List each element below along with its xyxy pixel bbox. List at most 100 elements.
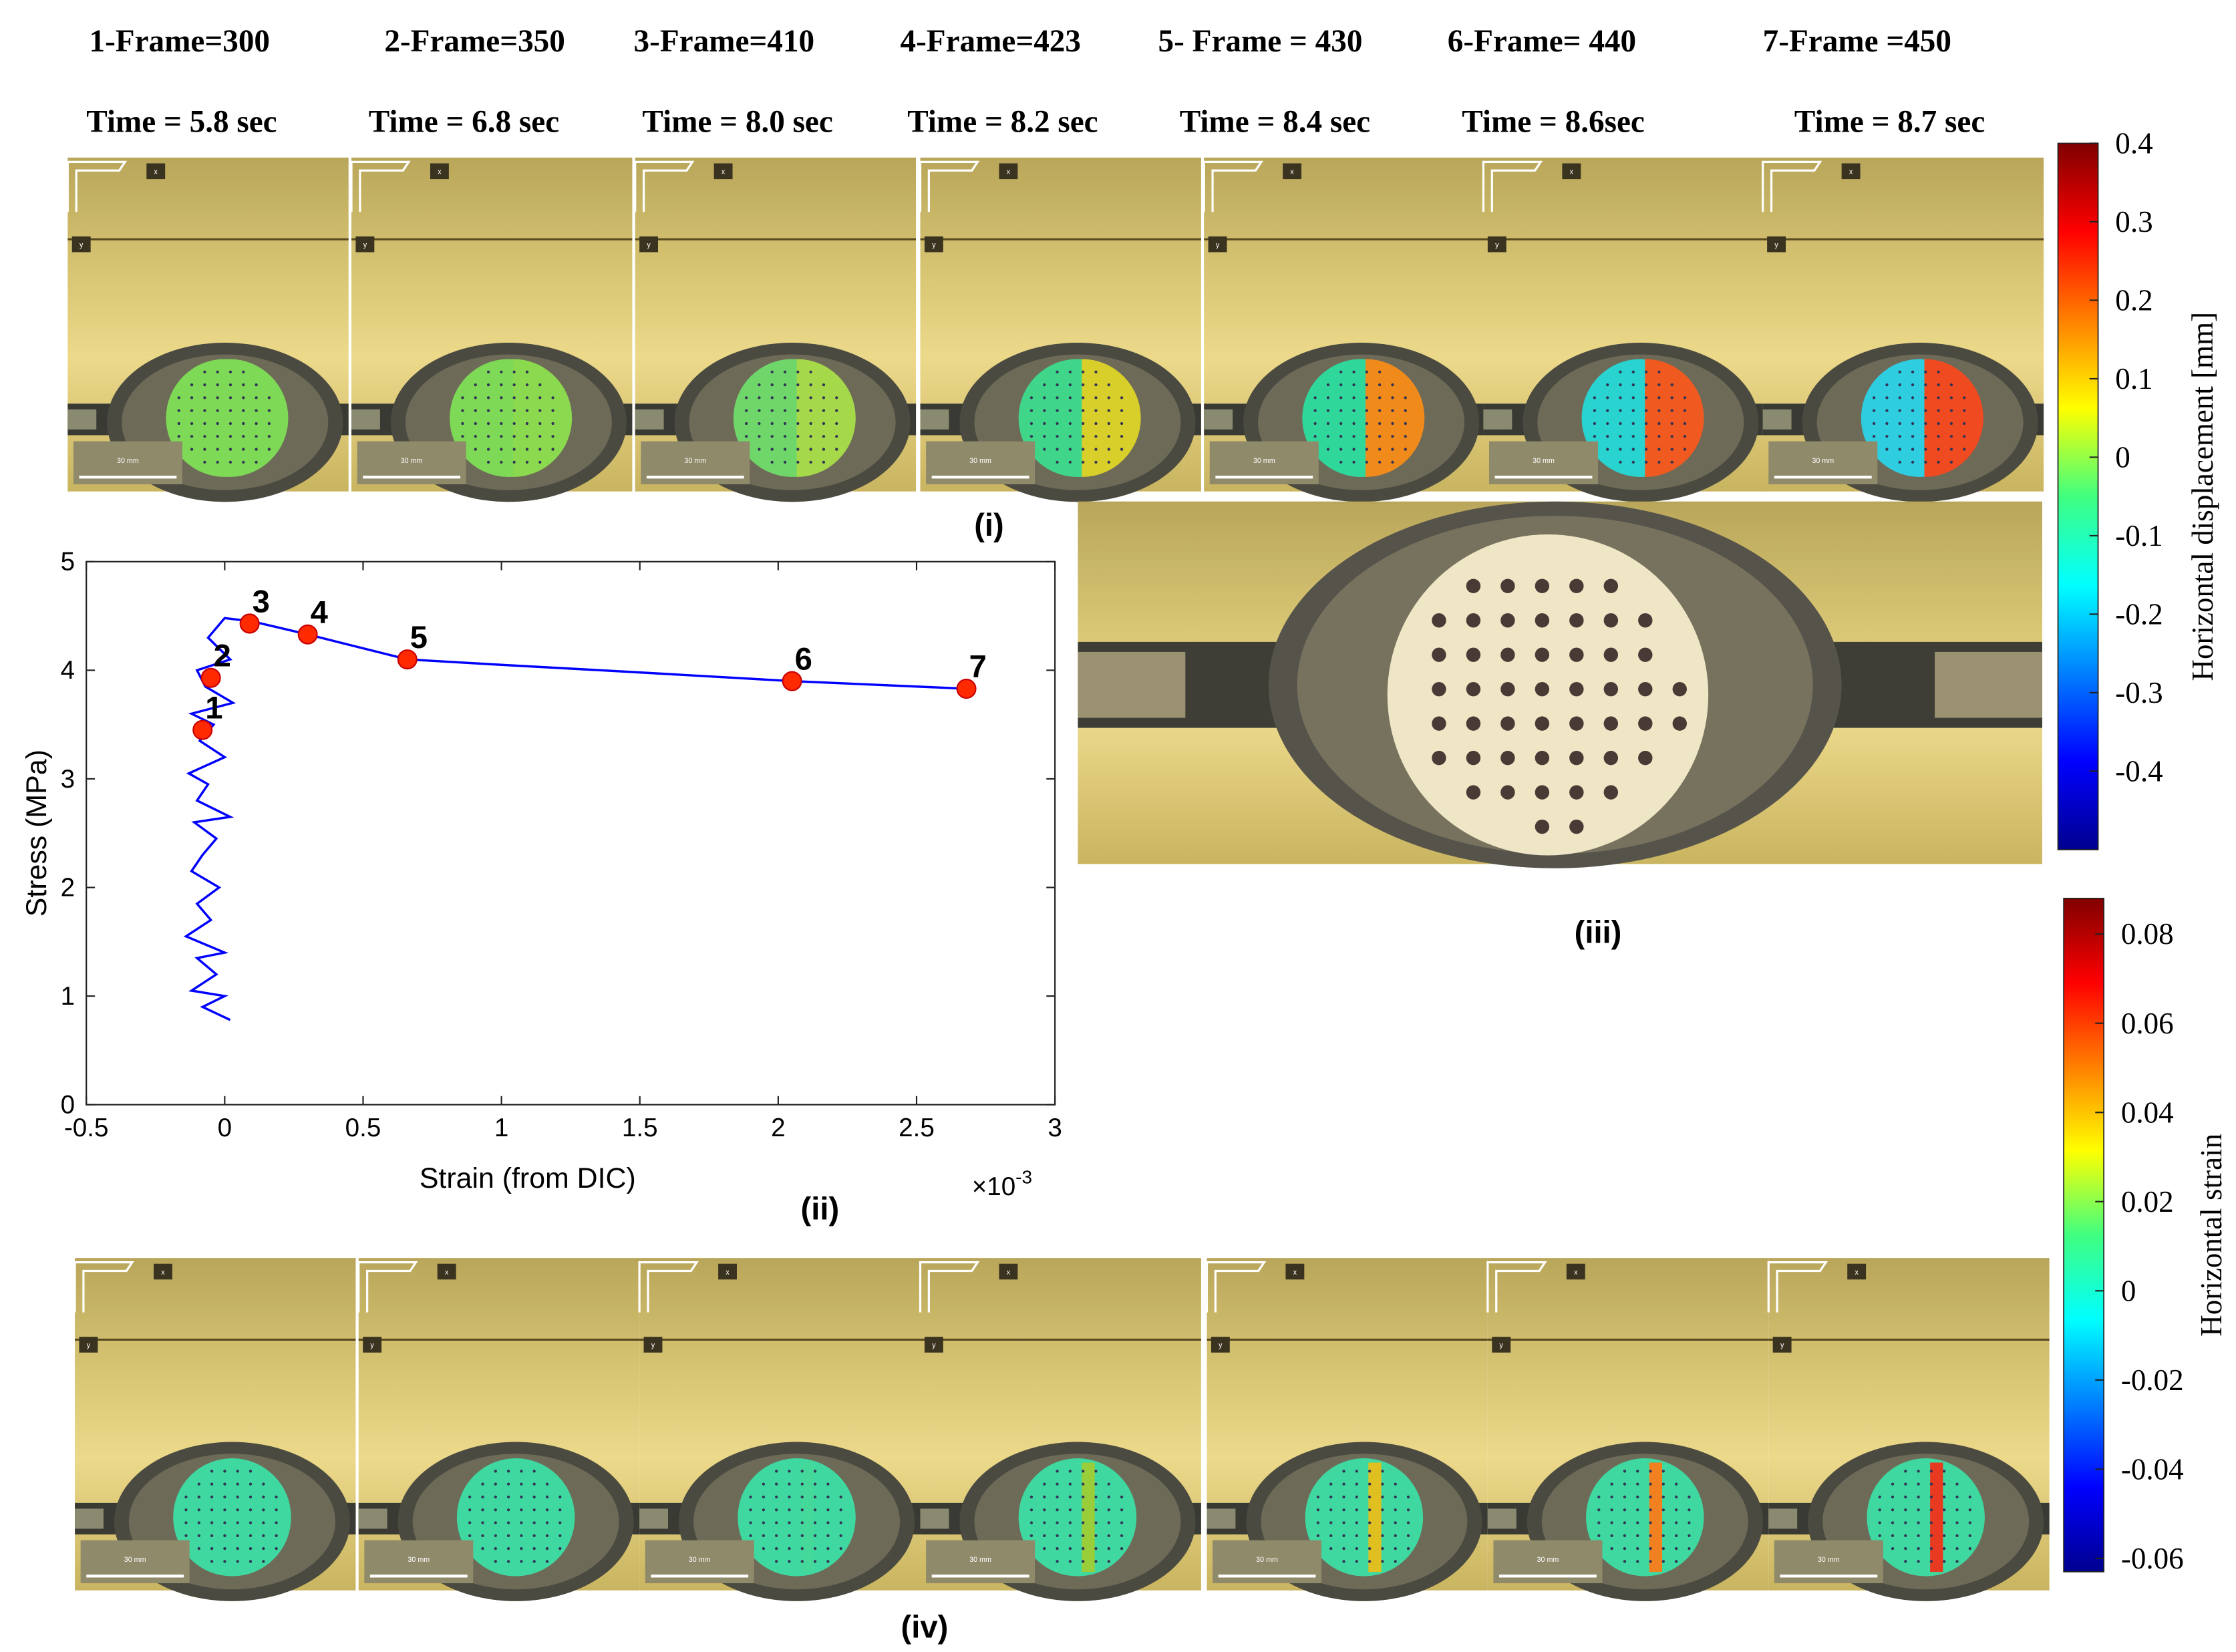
speckle (1917, 1482, 1920, 1486)
speckle (190, 409, 194, 412)
x-tick-label: 1.5 (622, 1114, 658, 1142)
speckle (267, 409, 271, 412)
speckle (249, 1495, 253, 1499)
speckle (1904, 1495, 1907, 1499)
speckle (1674, 1495, 1678, 1499)
speckle (525, 383, 529, 387)
speckle (506, 1546, 510, 1550)
slot-bar (920, 409, 949, 430)
speckle (216, 383, 219, 387)
speckle (796, 409, 800, 412)
dic-frame: x y 30 mm (1486, 1258, 1769, 1601)
speckle (758, 409, 761, 412)
speckle (1670, 422, 1673, 426)
speckle (1355, 1495, 1358, 1499)
frame-label: 3-Frame=410 (634, 24, 815, 59)
speckle (1339, 370, 1343, 373)
photo-dot (1672, 716, 1688, 731)
speckle (203, 422, 206, 426)
speckle (461, 409, 464, 412)
slot-bar (635, 409, 664, 430)
speckle (1365, 460, 1368, 464)
speckle (1394, 1546, 1397, 1550)
speckle (1082, 1470, 1085, 1473)
stress-strain-line (183, 617, 967, 1021)
marker-box (643, 1337, 663, 1353)
speckle (255, 396, 258, 399)
speckle (1688, 1495, 1691, 1499)
speckle (1339, 409, 1343, 412)
speckle (1644, 435, 1648, 438)
speckle (749, 1534, 752, 1537)
field-right (796, 359, 856, 478)
speckle (1674, 1560, 1678, 1563)
speckle (1094, 435, 1098, 438)
speckle (228, 460, 232, 464)
speckle (1898, 409, 1901, 412)
speckle (1120, 448, 1124, 451)
fixture-corner (1203, 160, 1263, 212)
speckle (1623, 1508, 1627, 1512)
speckle (1056, 1534, 1059, 1537)
speckle (474, 396, 477, 399)
speckle (1631, 370, 1635, 373)
speckle (1949, 396, 1953, 399)
marker-text: y (932, 1341, 936, 1349)
speckle (1339, 383, 1343, 387)
speckle (216, 422, 219, 426)
speckle (275, 1508, 278, 1512)
colorbar-tick-label: -0.06 (2121, 1542, 2184, 1575)
speckle (1657, 435, 1661, 438)
speckle (1649, 1534, 1652, 1537)
speckle (1094, 422, 1098, 426)
speckle (809, 396, 812, 399)
scale-text: 30 mm (1253, 457, 1275, 465)
speckle (262, 1508, 265, 1512)
speckle (1326, 435, 1330, 438)
speckle (1043, 409, 1046, 412)
speckle (813, 1495, 817, 1499)
speckle (1082, 1560, 1085, 1563)
speckle (255, 383, 258, 387)
speckle (1313, 396, 1317, 399)
speckle (197, 1495, 200, 1499)
speckle (1339, 422, 1343, 426)
speckle (1316, 1534, 1320, 1537)
marker-text: y (1774, 241, 1778, 249)
speckle (190, 396, 194, 399)
speckle (1649, 1560, 1652, 1563)
speckle (1378, 435, 1382, 438)
slot-bar (358, 1508, 387, 1529)
speckle (506, 1521, 510, 1524)
speckle (1404, 396, 1407, 399)
speckle (236, 1482, 239, 1486)
frame-label: 5- Frame = 430 (1158, 24, 1363, 59)
speckle (758, 396, 761, 399)
speckle (1329, 1534, 1333, 1537)
frame-label: 4-Frame=423 (900, 24, 1081, 59)
photo-dot (1535, 716, 1550, 731)
speckle (551, 409, 554, 412)
scale-text: 30 mm (124, 1556, 146, 1564)
speckle (558, 1546, 562, 1550)
speckle (228, 409, 232, 412)
speckle (481, 1534, 484, 1537)
x-multiplier-exp: -3 (1015, 1167, 1032, 1188)
speckle (1313, 422, 1317, 426)
speckle (545, 1482, 549, 1486)
speckle (1342, 1508, 1345, 1512)
speckle (1606, 383, 1609, 387)
speckle (249, 1482, 253, 1486)
photo-dot (1432, 647, 1446, 662)
speckle (197, 1521, 200, 1524)
speckle (835, 435, 838, 438)
speckle (500, 422, 503, 426)
speckle (525, 460, 529, 464)
speckle (1885, 396, 1889, 399)
speckle (1891, 1534, 1895, 1537)
speckle (1381, 1495, 1384, 1499)
field-base (1867, 1458, 1985, 1577)
speckle (223, 1508, 226, 1512)
marker-text: x (1290, 168, 1294, 176)
speckle (255, 435, 258, 438)
